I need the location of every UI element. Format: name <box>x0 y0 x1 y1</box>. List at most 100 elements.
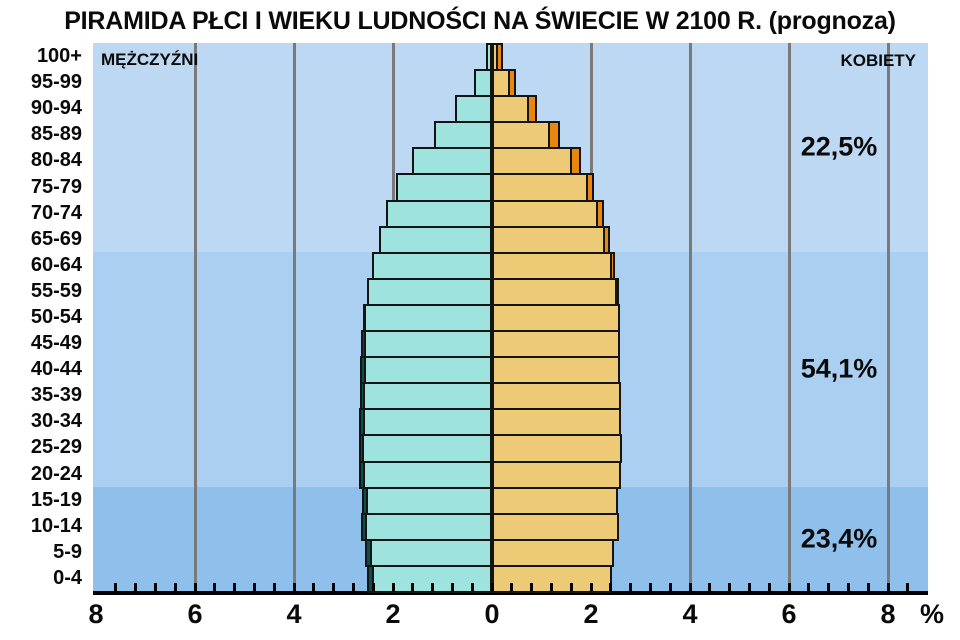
axis-tick <box>332 583 336 591</box>
age-label: 35-39 <box>30 384 82 407</box>
x-axis-label: 2 <box>385 599 401 629</box>
axis-tick <box>866 583 870 591</box>
bar-male-70-74 <box>386 199 492 228</box>
bar-female-40-44 <box>492 356 621 385</box>
band-percentage-label: 54,1% <box>800 353 878 384</box>
age-label: 80-84 <box>30 149 82 172</box>
bar-female-90-94 <box>492 95 529 124</box>
axis-tick <box>450 583 454 591</box>
band-percentage-label: 23,4% <box>800 523 878 554</box>
axis-tick <box>688 583 692 591</box>
x-axis-label: 8 <box>880 599 896 629</box>
age-label: 30-34 <box>30 410 82 433</box>
bar-male-85-89 <box>434 121 492 150</box>
axis-tick <box>252 583 256 591</box>
bar-male-60-64 <box>372 251 492 280</box>
bar-male-20-24 <box>362 460 492 489</box>
age-label: 85-89 <box>30 123 82 146</box>
age-label: 100+ <box>36 45 82 68</box>
bar-female-80-84 <box>492 147 573 176</box>
bar-female-45-49 <box>492 330 621 359</box>
axis-tick <box>906 583 910 591</box>
bar-female-10-14 <box>492 512 620 541</box>
bar-male-75-79 <box>395 173 492 202</box>
bar-male-80-84 <box>411 147 492 176</box>
bar-female-65-69 <box>492 225 606 254</box>
age-label: 75-79 <box>30 175 82 198</box>
bar-female-55-59 <box>492 277 617 306</box>
x-axis-line <box>93 591 928 595</box>
female-section-label: KOBIETY <box>840 51 916 70</box>
chart-title: PIRAMIDA PŁCI I WIEKU LUDNOŚCI NA ŚWIECI… <box>64 7 896 35</box>
x-axis-label: 6 <box>187 599 203 629</box>
axis-tick <box>153 583 157 591</box>
axis-tick <box>114 583 118 591</box>
bar-male-10-14 <box>364 512 492 541</box>
bar-male-65-69 <box>378 225 492 254</box>
axis-tick <box>272 583 276 591</box>
axis-tick <box>213 583 217 591</box>
axis-tick <box>589 583 593 591</box>
gridline <box>886 43 890 591</box>
bar-female-95-99 <box>492 69 510 98</box>
bar-male-55-59 <box>367 277 492 306</box>
bar-female-30-34 <box>492 408 622 437</box>
axis-tick <box>490 583 494 591</box>
axis-tick <box>569 583 573 591</box>
bar-female-100+ <box>492 43 498 72</box>
bar-female-35-39 <box>492 382 621 411</box>
axis-tick <box>371 583 375 591</box>
axis-tick <box>411 583 415 591</box>
age-label: 25-29 <box>30 436 82 459</box>
axis-tick <box>312 583 316 591</box>
axis-tick <box>351 583 355 591</box>
axis-tick <box>767 583 771 591</box>
bar-male-45-49 <box>363 330 492 359</box>
bar-female-50-54 <box>492 303 620 333</box>
axis-tick <box>193 583 197 591</box>
bar-male-5-9 <box>369 538 492 567</box>
age-label: 60-64 <box>30 253 82 276</box>
bar-female-60-64 <box>492 251 612 280</box>
bar-male-90-94 <box>455 95 492 124</box>
axis-tick <box>549 583 553 591</box>
gridline <box>292 43 296 591</box>
axis-tick <box>886 583 890 591</box>
axis-tick <box>530 583 534 591</box>
axis-tick <box>510 583 514 591</box>
gridline <box>193 43 197 591</box>
bar-male-15-19 <box>365 486 492 515</box>
axis-tick <box>609 583 613 591</box>
gridline <box>787 43 791 591</box>
axis-tick <box>470 583 474 591</box>
x-axis-unit-label: % <box>920 599 945 629</box>
bar-female-75-79 <box>492 173 589 202</box>
age-label: 95-99 <box>30 71 82 94</box>
axis-tick <box>134 583 138 591</box>
axis-tick <box>787 583 791 591</box>
percent-axis: 8 6 4 2 0 2 4 6 8% <box>88 599 960 633</box>
age-axis: 100+ 95-99 90-94 85-89 80-84 75-79 70-74 65-69 6… <box>0 43 86 591</box>
x-axis-label: 2 <box>583 599 599 629</box>
bar-male-30-34 <box>362 408 492 437</box>
axis-tick <box>233 583 237 591</box>
bar-female-70-74 <box>492 199 598 228</box>
age-label: 5-9 <box>53 540 82 563</box>
axis-tick <box>173 583 177 591</box>
axis-tick <box>807 583 811 591</box>
x-axis-label: 4 <box>286 599 302 629</box>
axis-tick <box>292 583 296 591</box>
axis-tick <box>708 583 712 591</box>
bar-male-95-99 <box>474 69 492 98</box>
x-axis-label: 6 <box>781 599 797 629</box>
x-axis-label: 0 <box>484 599 500 629</box>
age-label: 15-19 <box>30 488 82 511</box>
age-label: 0-4 <box>53 566 82 589</box>
bar-female-20-24 <box>492 460 622 489</box>
axis-tick <box>629 583 633 591</box>
bar-female-15-19 <box>492 486 619 515</box>
axis-tick <box>668 583 672 591</box>
age-label: 55-59 <box>30 279 82 302</box>
plot-area: MĘŻCZYŹNI KOBIETY 22,5% 54,1% 23,4% <box>93 43 928 593</box>
